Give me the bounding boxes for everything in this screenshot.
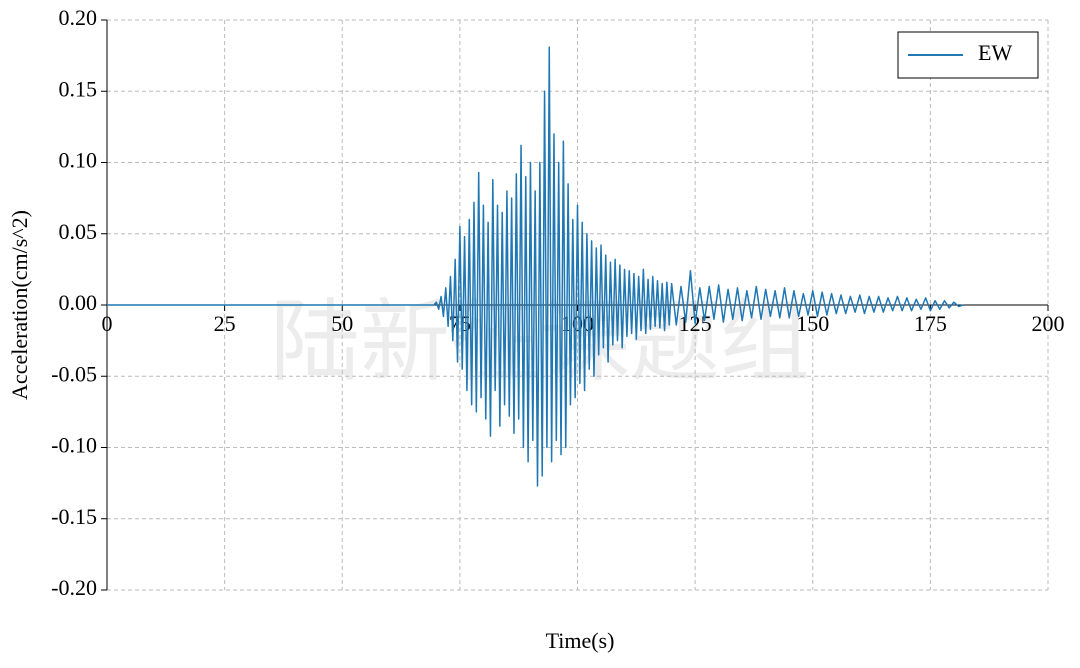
y-tick-label: 0.15	[59, 76, 98, 101]
y-tick-label: -0.20	[51, 575, 97, 600]
x-tick-label: 150	[796, 311, 829, 336]
y-tick-label: 0.05	[59, 219, 98, 244]
y-tick-label: -0.10	[51, 433, 97, 458]
x-tick-label: 200	[1032, 311, 1065, 336]
x-tick-label: 25	[214, 311, 236, 336]
y-tick-label: 0.00	[59, 290, 98, 315]
y-tick-label: -0.05	[51, 361, 97, 386]
watermark: 陆新征课题组	[270, 294, 810, 393]
y-axis-label: Acceleration(cm/s^2)	[7, 210, 32, 400]
legend-label: EW	[978, 40, 1012, 65]
x-axis-label: Time(s)	[546, 628, 615, 653]
data-line	[107, 46, 964, 487]
x-tick-label: 50	[331, 311, 353, 336]
x-tick-label: 175	[914, 311, 947, 336]
y-tick-label: 0.10	[59, 148, 98, 173]
y-tick-label: -0.15	[51, 504, 97, 529]
y-tick-label: 0.20	[59, 5, 98, 30]
